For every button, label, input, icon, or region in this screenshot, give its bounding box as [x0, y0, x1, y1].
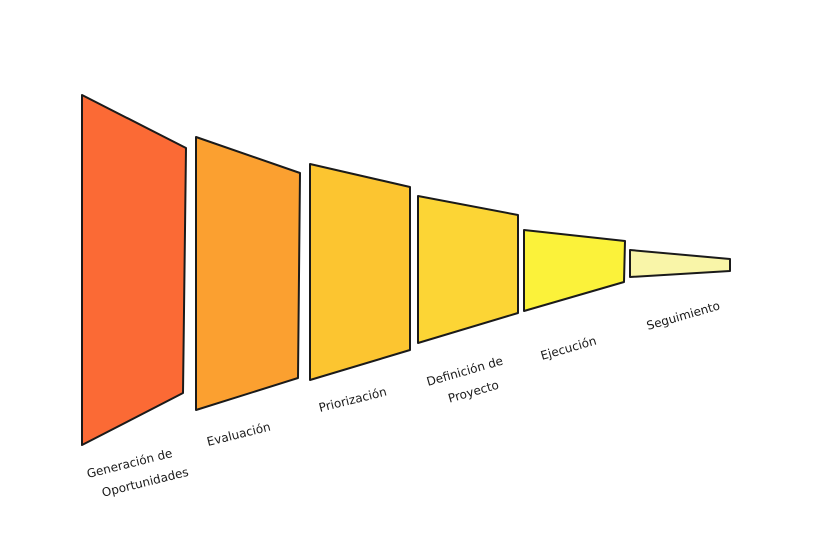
- stage-shape: [417, 195, 519, 344]
- stage-shape: [195, 136, 301, 411]
- stage-shape: [629, 249, 731, 278]
- stage-shape: [81, 94, 187, 446]
- stage-shape: [523, 229, 626, 312]
- stage-shape: [309, 163, 411, 381]
